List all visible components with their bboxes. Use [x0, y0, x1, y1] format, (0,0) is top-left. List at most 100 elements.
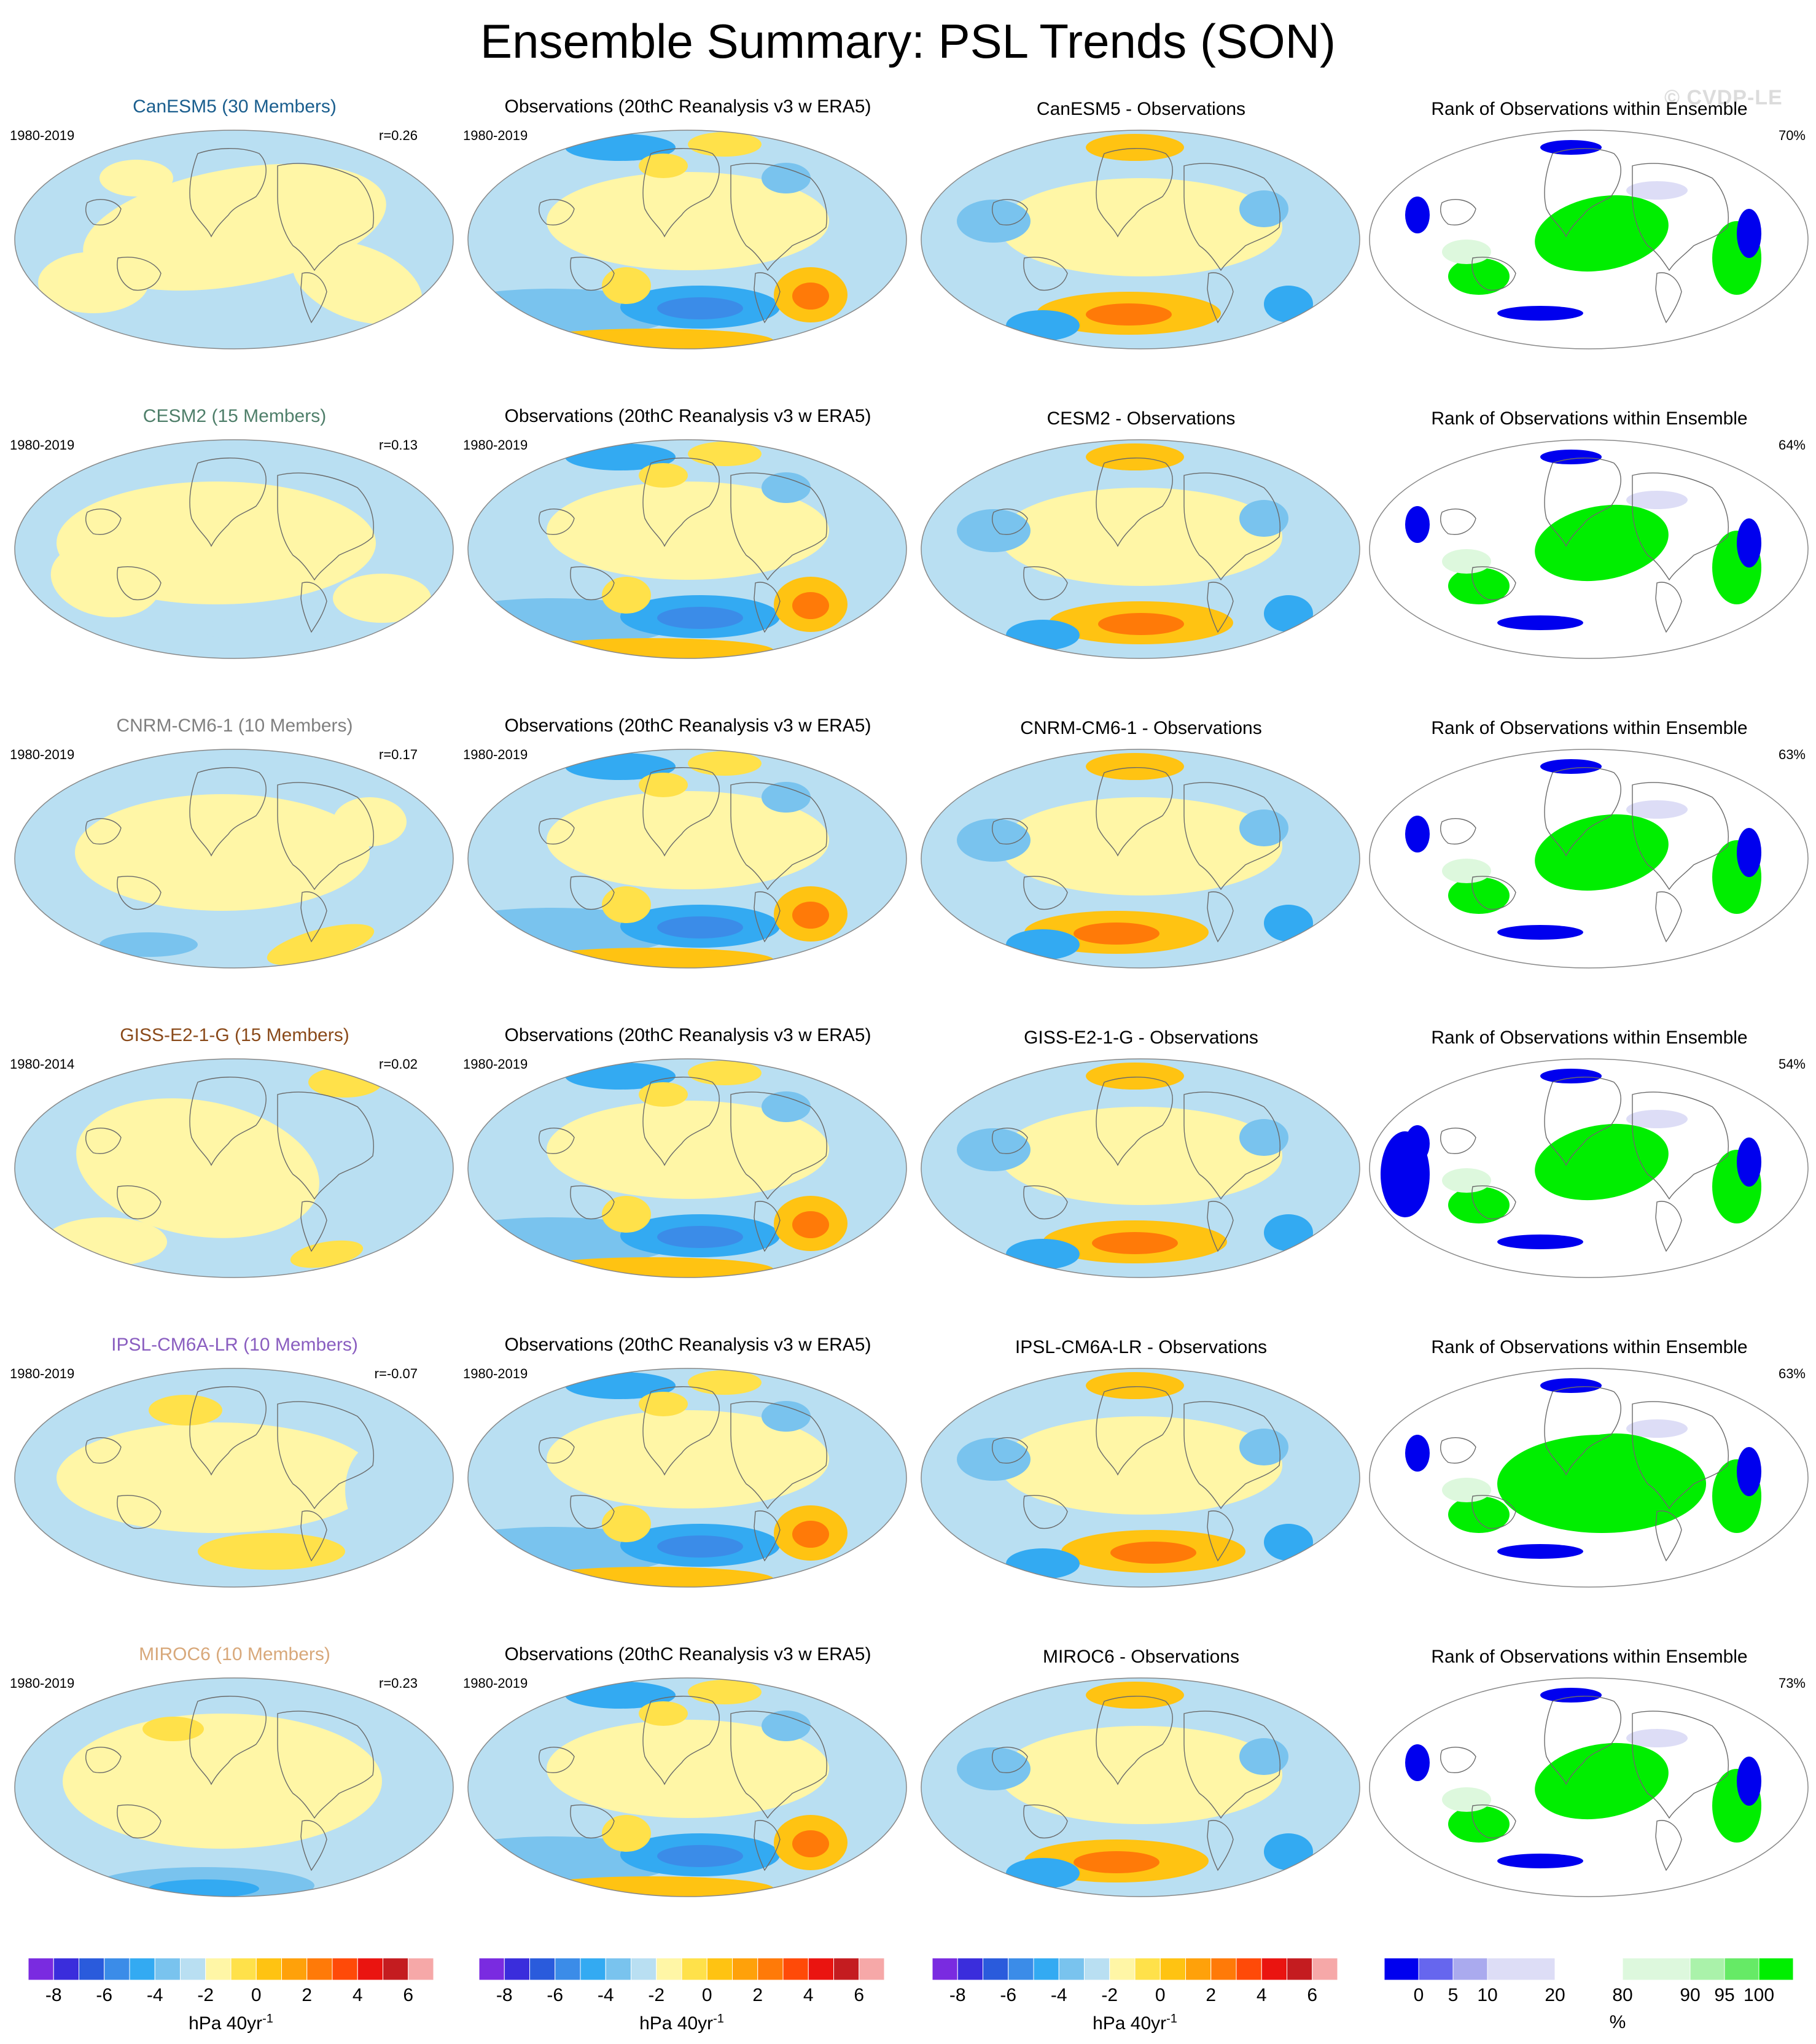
- colorbar-swatch: [681, 1958, 707, 1981]
- rank-percent-label: 63%: [1778, 1366, 1806, 1381]
- rank-map: [1368, 129, 1809, 350]
- colorbar-swatch: [281, 1958, 308, 1981]
- colorbar-swatch: [1689, 1958, 1725, 1981]
- model-trend-map: [14, 1058, 454, 1279]
- colorbar-swatch: [255, 1958, 282, 1981]
- colorbar-swatch: [104, 1958, 130, 1981]
- diff-panel-title: GISS-E2-1-G - Observations: [1024, 1028, 1258, 1048]
- diff-trend-map: [920, 1058, 1361, 1279]
- rank-map: [1368, 1367, 1809, 1588]
- colorbar-swatch: [180, 1958, 206, 1981]
- obs-period-label: 1980-2019: [463, 1366, 528, 1381]
- obs-panel-title: Observations (20thC Reanalysis v3 w ERA5…: [504, 1644, 871, 1664]
- colorbar-tick-label: 4: [353, 1985, 363, 2005]
- units-superscript: -1: [1166, 2012, 1177, 2026]
- diff-panel-title: CESM2 - Observations: [1046, 408, 1236, 429]
- colorbar-swatch: [1418, 1958, 1454, 1981]
- colorbar-tick-label: 2: [752, 1985, 763, 2005]
- pattern-correlation-label: r=0.17: [379, 747, 418, 762]
- units-text: hPa 40yr: [639, 2013, 714, 2034]
- colorbar-swatch: [1487, 1958, 1556, 1981]
- colorbar-swatch: [1159, 1958, 1186, 1981]
- trend-colorbar-units: hPa 40yr-1: [590, 2012, 774, 2034]
- trend-colorbar-units: hPa 40yr-1: [1043, 2012, 1227, 2034]
- model-period-label: 1980-2019: [10, 128, 75, 143]
- colorbar-swatch: [1109, 1958, 1136, 1981]
- obs-trend-map: [467, 1677, 908, 1898]
- colorbar-swatch: [1084, 1958, 1110, 1981]
- obs-trend-map: [467, 1058, 908, 1279]
- colorbar-swatch: [580, 1958, 606, 1981]
- colorbar-swatch: [1236, 1958, 1262, 1981]
- colorbar-swatch: [205, 1958, 232, 1981]
- colorbar-swatch: [357, 1958, 383, 1981]
- colorbar-swatch: [1452, 1958, 1488, 1981]
- colorbar-swatch: [408, 1958, 434, 1981]
- model-trend-map: [14, 748, 454, 969]
- pattern-correlation-label: r=0.02: [379, 1056, 418, 1072]
- diff-panel-title: IPSL-CM6A-LR - Observations: [1015, 1337, 1268, 1357]
- colorbar-tick-label: 0: [1155, 1985, 1166, 2005]
- pattern-correlation-label: r=-0.07: [374, 1366, 418, 1381]
- colorbar-swatch: [1008, 1958, 1034, 1981]
- colorbar-swatch: [1758, 1958, 1794, 1981]
- obs-period-label: 1980-2019: [463, 128, 528, 143]
- colorbar-swatch: [230, 1958, 257, 1981]
- colorbar-swatch: [53, 1958, 79, 1981]
- rank-percent-label: 63%: [1778, 747, 1806, 762]
- colorbar-swatch: [383, 1958, 409, 1981]
- colorbar-swatch: [555, 1958, 581, 1981]
- colorbar-swatch: [757, 1958, 784, 1981]
- colorbar-tick-label: 20: [1545, 1985, 1565, 2005]
- model-period-label: 1980-2019: [10, 437, 75, 453]
- colorbar-tick-label: -8: [496, 1985, 513, 2005]
- obs-panel-title: Observations (20thC Reanalysis v3 w ERA5…: [504, 716, 871, 736]
- cvdp-watermark: © CVDP-LE: [1664, 86, 1783, 109]
- colorbar-tick-label: -6: [547, 1985, 563, 2005]
- colorbar-swatch: [332, 1958, 358, 1981]
- colorbar-tick-label: 4: [1257, 1985, 1267, 2005]
- colorbar-tick-label: 0: [702, 1985, 712, 2005]
- rank-percent-label: 54%: [1778, 1056, 1806, 1072]
- diff-trend-map: [920, 129, 1361, 350]
- model-panel-title: GISS-E2-1-G (15 Members): [120, 1025, 349, 1045]
- colorbar-tick-label: -8: [45, 1985, 62, 2005]
- diff-panel-title: MIROC6 - Observations: [1042, 1647, 1240, 1667]
- units-superscript: -1: [262, 2012, 273, 2026]
- figure-title: Ensemble Summary: PSL Trends (SON): [480, 14, 1336, 68]
- colorbar-tick-label: -2: [648, 1985, 664, 2005]
- rank-panel-title: Rank of Observations within Ensemble: [1431, 408, 1748, 429]
- colorbar-swatch: [782, 1958, 809, 1981]
- obs-trend-map: [467, 129, 908, 350]
- colorbar-swatch: [28, 1958, 54, 1981]
- pattern-correlation-label: r=0.23: [379, 1675, 418, 1691]
- colorbar-tick-label: 80: [1612, 1985, 1632, 2005]
- colorbar-tick-label: -6: [1000, 1985, 1016, 2005]
- units-superscript: -1: [713, 2012, 724, 2026]
- colorbar-swatch: [1287, 1958, 1313, 1981]
- colorbar-tick-label: 4: [803, 1985, 814, 2005]
- model-panel-title: MIROC6 (10 Members): [139, 1644, 330, 1664]
- colorbar-tick-label: 10: [1477, 1985, 1497, 2005]
- colorbar-tick-label: 6: [1307, 1985, 1317, 2005]
- colorbar-tick-label: 0: [251, 1985, 262, 2005]
- colorbar-swatch: [859, 1958, 885, 1981]
- model-trend-map: [14, 1367, 454, 1588]
- colorbar-tick-label: -4: [598, 1985, 614, 2005]
- rank-map: [1368, 439, 1809, 660]
- rank-panel-title: Rank of Observations within Ensemble: [1431, 1028, 1748, 1048]
- model-panel-title: CESM2 (15 Members): [142, 406, 327, 426]
- colorbar-tick-label: -6: [96, 1985, 112, 2005]
- model-period-label: 1980-2019: [10, 1675, 75, 1691]
- trend-colorbar-units: hPa 40yr-1: [139, 2012, 323, 2034]
- colorbar-swatch: [605, 1958, 631, 1981]
- colorbar-swatch: [833, 1958, 860, 1981]
- colorbar-swatch: [808, 1958, 834, 1981]
- rank-colorbar: 0 5 10 20 80 90 95 100: [1378, 1958, 1808, 2007]
- rank-percent-label: 73%: [1778, 1675, 1806, 1691]
- colorbar-swatch: [1134, 1958, 1161, 1981]
- colorbar-swatch: [1210, 1958, 1237, 1981]
- colorbar-tick-label: -4: [1051, 1985, 1067, 2005]
- colorbar-tick-label: -8: [949, 1985, 966, 2005]
- obs-trend-map: [467, 439, 908, 660]
